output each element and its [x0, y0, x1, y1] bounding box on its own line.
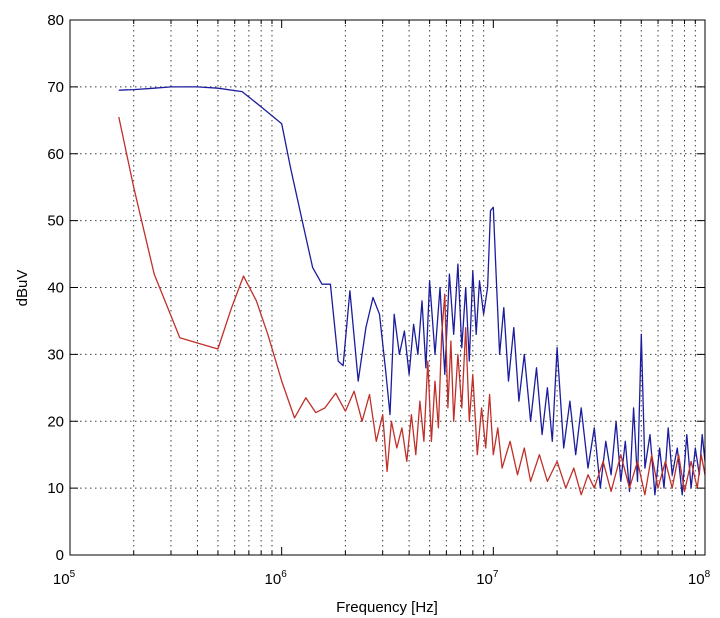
gridlines — [70, 20, 705, 555]
x-tick-label: 107 — [476, 569, 499, 588]
y-tick-label: 50 — [47, 213, 64, 230]
x-tick-base: 10 — [476, 571, 493, 588]
series-lines — [118, 86, 706, 496]
y-tick-label: 20 — [47, 413, 64, 430]
x-tick-label: 108 — [688, 569, 711, 588]
x-tick-label: 106 — [265, 569, 288, 588]
x-axis-label: Frequency [Hz] — [336, 599, 438, 616]
series-line-red — [118, 116, 706, 496]
x-tick-base: 10 — [53, 571, 70, 588]
y-tick-label: 40 — [47, 280, 64, 297]
series-line-blue — [118, 86, 706, 496]
y-tick-label: 10 — [47, 480, 64, 497]
x-tick-exponent: 8 — [705, 569, 711, 580]
y-axis-label: dBuV — [14, 270, 31, 307]
y-tick-label: 70 — [47, 79, 64, 96]
y-tick-labels: 0 10 20 30 40 50 60 70 80 — [47, 12, 64, 564]
y-tick-label: 80 — [47, 12, 64, 29]
y-tick-label: 30 — [47, 346, 64, 363]
x-tick-label: 105 — [53, 569, 76, 588]
x-tick-exponent: 6 — [281, 569, 287, 580]
x-tick-base: 10 — [265, 571, 282, 588]
x-tick-exponent: 7 — [493, 569, 499, 580]
y-tick-label: 60 — [47, 146, 64, 163]
x-tick-labels: 105 106 107 108 — [53, 569, 711, 588]
y-tick-label: 0 — [56, 547, 64, 564]
x-tick-exponent: 5 — [70, 569, 76, 580]
x-tick-base: 10 — [688, 571, 705, 588]
axis-ticks — [69, 19, 705, 556]
